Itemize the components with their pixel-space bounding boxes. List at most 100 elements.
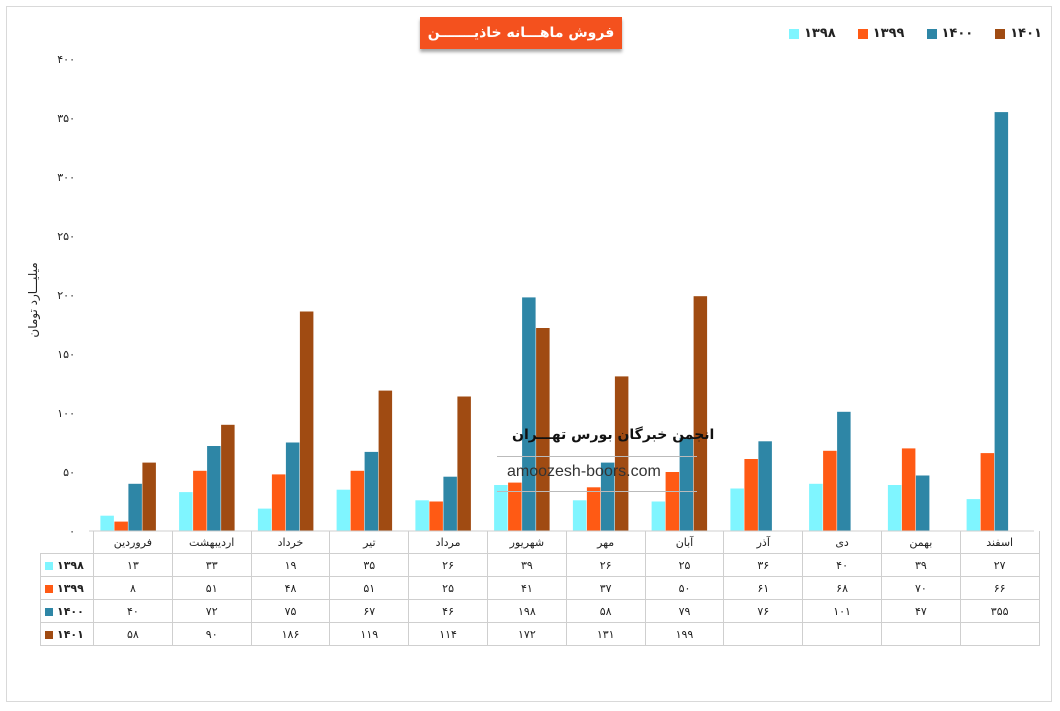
table-cell: ۵۱ — [329, 576, 410, 600]
bar-1401-3 — [378, 390, 393, 531]
table-cell: ۲۵ — [408, 576, 488, 600]
bar-1399-1 — [193, 470, 207, 531]
table-cell: ۳۳ — [171, 553, 252, 577]
bar-1398-0 — [100, 515, 114, 531]
table-cell: ۵۱ — [171, 576, 252, 600]
y-tick-label: ۲۵۰ — [57, 230, 75, 243]
table-cell: ۲۶ — [408, 553, 488, 577]
bar-1399-0 — [114, 521, 128, 531]
table-cell: ۶۶ — [959, 576, 1040, 600]
table-cell: ۷۹ — [644, 599, 725, 623]
series-swatch — [45, 561, 53, 570]
legend-label: ۱۴۰۰ — [941, 26, 974, 41]
legend-swatch — [995, 28, 1006, 39]
bar-1398-1 — [179, 492, 193, 531]
bar-1400-3 — [364, 451, 379, 531]
table-cell: ۴۶ — [408, 599, 488, 623]
series-swatch — [45, 630, 53, 639]
bar-1400-1 — [207, 446, 221, 531]
table-row-header: ۱۴۰۰ — [40, 599, 94, 623]
series-name: ۱۴۰۰ — [57, 604, 84, 618]
table-cell: ۴۷ — [880, 599, 961, 623]
table-row-header: ۱۳۹۹ — [40, 576, 94, 600]
table-row-header: ۱۳۹۸ — [40, 553, 94, 577]
table-cell: ۶۸ — [802, 576, 882, 600]
y-tick-label: ۰ — [69, 525, 75, 538]
bar-1401-6 — [614, 376, 629, 531]
table-cell: ۵۸ — [565, 599, 646, 623]
y-tick-label: ۱۵۰ — [57, 348, 75, 361]
x-tick-label: آذر — [723, 531, 804, 554]
bar-1399-2 — [271, 474, 286, 531]
y-tick-label: ۴۰۰ — [57, 53, 75, 66]
table-cell: ۳۵۵ — [959, 599, 1040, 623]
bar-1401-2 — [299, 311, 314, 531]
x-tick-label: بهمن — [880, 531, 961, 554]
bar-1399-11 — [980, 453, 995, 531]
x-tick-label: آبان — [644, 531, 725, 554]
legend-swatch — [926, 28, 937, 39]
bar-1398-7 — [651, 501, 666, 531]
table-cell: ۱۹۹ — [644, 622, 725, 646]
watermark-name: انجمن خبرگان بورس تهـــران — [512, 427, 715, 443]
table-cell: ۸ — [93, 576, 173, 600]
legend-item-1399: ۱۳۹۹ — [857, 26, 905, 41]
x-tick-label: مهر — [565, 531, 646, 554]
table-cell: ۷۶ — [723, 599, 804, 623]
table-cell: ۷۵ — [250, 599, 331, 623]
x-tick-label: خرداد — [250, 531, 331, 554]
watermark-divider-bottom — [497, 491, 697, 492]
bar-1398-9 — [809, 483, 823, 531]
table-cell: ۶۱ — [723, 576, 804, 600]
bar-1399-4 — [429, 501, 443, 531]
table-cell: ۳۹ — [486, 553, 567, 577]
legend-label: ۱۳۹۸ — [804, 26, 836, 41]
table-row: ۱۴۰۱ ۵۸ ۹۰ ۱۸۶ ۱۱۹ ۱۱۴ ۱۷۲ ۱۳۱ ۱۹۹ — [40, 622, 1040, 646]
table-row: ۱۴۰۰ ۴۰ ۷۲ ۷۵ ۶۷ ۴۶ ۱۹۸ ۵۸ ۷۹ ۷۶ ۱۰۱ ۴۷ ۳۵۵ — [40, 599, 1040, 623]
legend-label: ۱۳۹۹ — [872, 26, 905, 41]
data-table: فروردین اردیبهشت خرداد تیر مرداد شهریور مهر آبا… — [40, 531, 1040, 646]
table-cell: ۱۸۶ — [250, 622, 331, 646]
bar-1398-4 — [415, 500, 429, 531]
x-tick-label: اسفند — [959, 531, 1040, 554]
bar-1399-5 — [508, 482, 522, 531]
y-tick-label: ۵۰ — [63, 466, 75, 479]
table-cell: ۳۶ — [723, 553, 804, 577]
bar-1400-7 — [679, 437, 694, 531]
series-swatch — [45, 607, 53, 616]
bar-1400-10 — [915, 475, 930, 531]
table-cell — [723, 622, 804, 646]
legend: ۱۳۹۸ ۱۳۹۹ ۱۴۰۰ ۱۴۰۱ — [789, 26, 1042, 41]
table-cell: ۳۹ — [880, 553, 961, 577]
watermark-divider-top — [497, 456, 697, 457]
table-cell: ۶۷ — [329, 599, 410, 623]
bar-1400-8 — [758, 441, 772, 531]
watermark-site: amoozesh-boors.com — [507, 463, 661, 480]
chart-title: فروش ماهـــانه خاذیـــــــن — [420, 17, 622, 49]
table-cell: ۳۷ — [565, 576, 646, 600]
legend-item-1398: ۱۳۹۸ — [789, 26, 836, 41]
table-cell: ۲۶ — [565, 553, 646, 577]
series-name: ۱۴۰۱ — [57, 627, 84, 641]
table-cell: ۱۱۹ — [329, 622, 410, 646]
bar-1399-3 — [350, 470, 365, 531]
series-swatch — [45, 584, 53, 593]
table-cell: ۷۰ — [880, 576, 961, 600]
bar-1399-10 — [901, 448, 916, 531]
x-tick-label: دی — [802, 531, 882, 554]
table-cell — [880, 622, 961, 646]
table-cell: ۱۹ — [250, 553, 331, 577]
table-cell: ۵۸ — [93, 622, 173, 646]
table-row-header: ۱۴۰۱ — [40, 622, 94, 646]
bar-1401-5 — [536, 328, 550, 531]
series-name: ۱۳۹۹ — [57, 581, 84, 595]
table-cell — [802, 622, 882, 646]
table-cell: ۹۰ — [171, 622, 252, 646]
x-tick-label: شهریور — [486, 531, 567, 554]
bar-1398-10 — [887, 485, 902, 531]
table-cell: ۱۹۸ — [486, 599, 567, 623]
bar-1399-7 — [665, 472, 680, 531]
bar-1400-9 — [837, 411, 851, 531]
bar-1400-5 — [522, 297, 536, 531]
